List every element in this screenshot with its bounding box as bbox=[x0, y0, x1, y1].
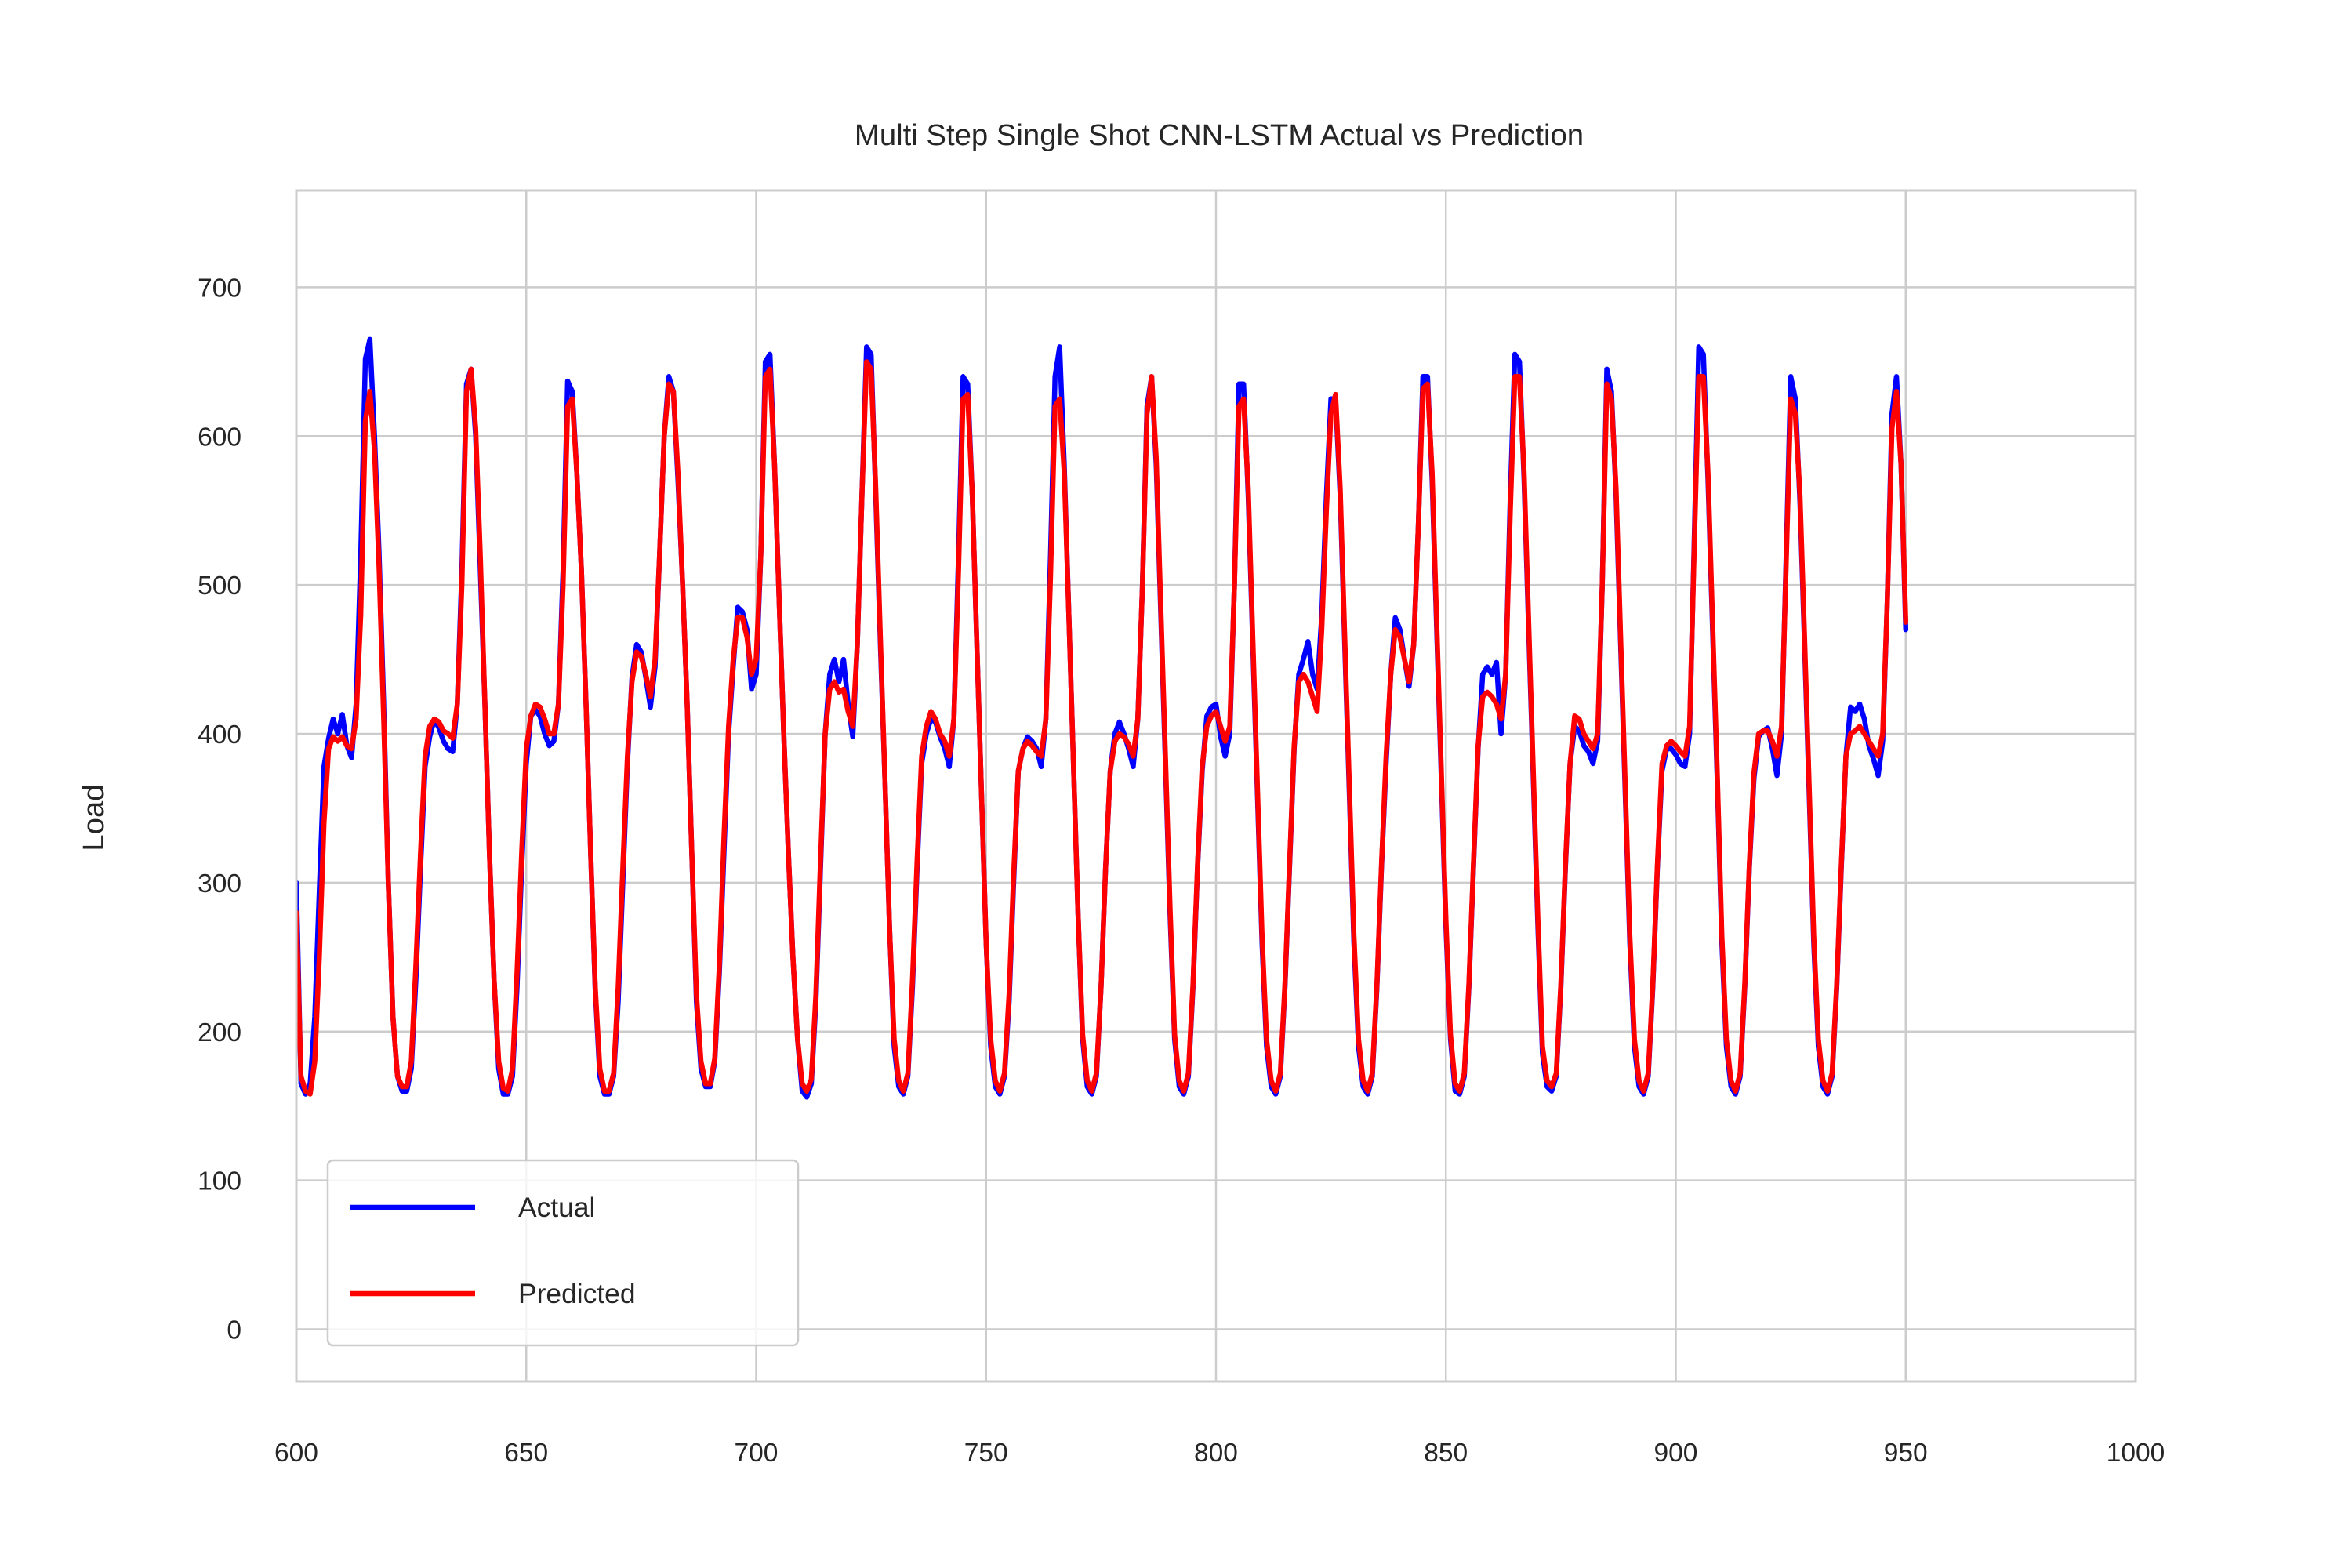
x-tick-label: 1000 bbox=[2107, 1439, 2165, 1468]
y-tick-label: 400 bbox=[198, 720, 241, 750]
series-layer bbox=[296, 336, 1909, 1100]
x-tick-label: 700 bbox=[735, 1439, 779, 1468]
y-tick-label: 100 bbox=[198, 1167, 241, 1196]
chart-title: Multi Step Single Shot CNN-LSTM Actual v… bbox=[855, 118, 1584, 152]
x-tick-label: 900 bbox=[1654, 1439, 1698, 1468]
y-tick-label: 0 bbox=[227, 1316, 241, 1345]
y-axis-label: Load bbox=[77, 784, 111, 851]
y-tick-label: 700 bbox=[198, 274, 241, 303]
x-tick-label: 650 bbox=[504, 1439, 548, 1468]
series-line-predicted bbox=[296, 359, 1909, 1097]
legend-box bbox=[326, 1159, 800, 1347]
legend-label-actual: Actual bbox=[518, 1192, 595, 1223]
y-tick-label: 500 bbox=[198, 572, 241, 601]
x-tick-label: 800 bbox=[1194, 1439, 1238, 1468]
y-tick-label: 300 bbox=[198, 869, 241, 898]
x-tick-label: 850 bbox=[1424, 1439, 1468, 1468]
plot-frame bbox=[295, 189, 2137, 1383]
x-tick-label: 600 bbox=[274, 1439, 318, 1468]
x-tick-label: 950 bbox=[1884, 1439, 1928, 1468]
y-axis-ticks: 0 100 200 300 400 500 600 700 bbox=[198, 274, 241, 1345]
legend-label-predicted: Predicted bbox=[518, 1278, 636, 1309]
x-tick-label: 750 bbox=[964, 1439, 1008, 1468]
legend: Actual Predicted bbox=[326, 1159, 800, 1347]
y-tick-label: 200 bbox=[198, 1018, 241, 1047]
y-tick-label: 600 bbox=[198, 423, 241, 452]
x-axis-ticks: 600 650 700 750 800 850 900 950 1000 bbox=[274, 1439, 2165, 1468]
